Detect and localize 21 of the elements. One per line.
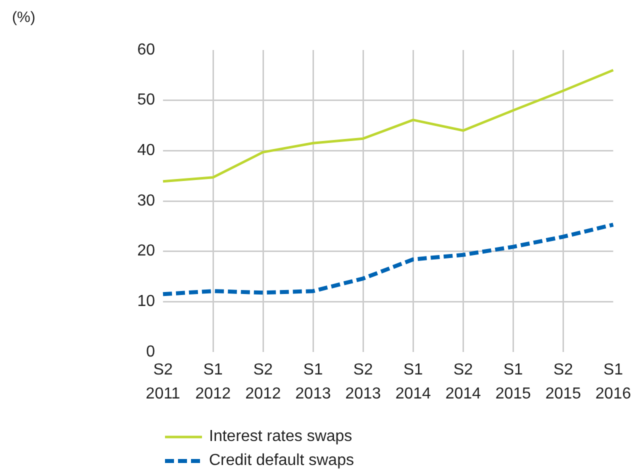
y-tick-label: 30 <box>137 192 156 210</box>
x-tick-label: S2 2013 <box>345 361 381 402</box>
x-tick-label: S2 2015 <box>545 361 582 402</box>
y-tick-label: 10 <box>137 293 156 310</box>
x-tick-label: S1 2014 <box>395 361 432 402</box>
y-tick-label: 40 <box>137 142 156 160</box>
y-tick-label: 0 <box>146 343 156 360</box>
x-tick-label: S1 2013 <box>295 361 331 402</box>
legend-label: Credit default swaps <box>209 451 354 469</box>
y-tick-label: 20 <box>137 242 156 260</box>
y-tick-label: 50 <box>137 92 156 109</box>
text: (%) <box>12 9 36 26</box>
x-tick-label: S1 2016 <box>595 361 632 402</box>
x-tick-label: S2 2014 <box>445 361 482 402</box>
x-tick-label: S1 2012 <box>195 361 231 402</box>
x-tick-label: S2 2012 <box>245 361 281 402</box>
y-tick-label: 60 <box>137 41 156 58</box>
x-tick-label: S1 2015 <box>495 361 532 402</box>
x-tick-label: S2 2011 <box>146 361 180 402</box>
legend-label: Interest rates swaps <box>209 427 352 447</box>
line-series <box>161 222 616 296</box>
